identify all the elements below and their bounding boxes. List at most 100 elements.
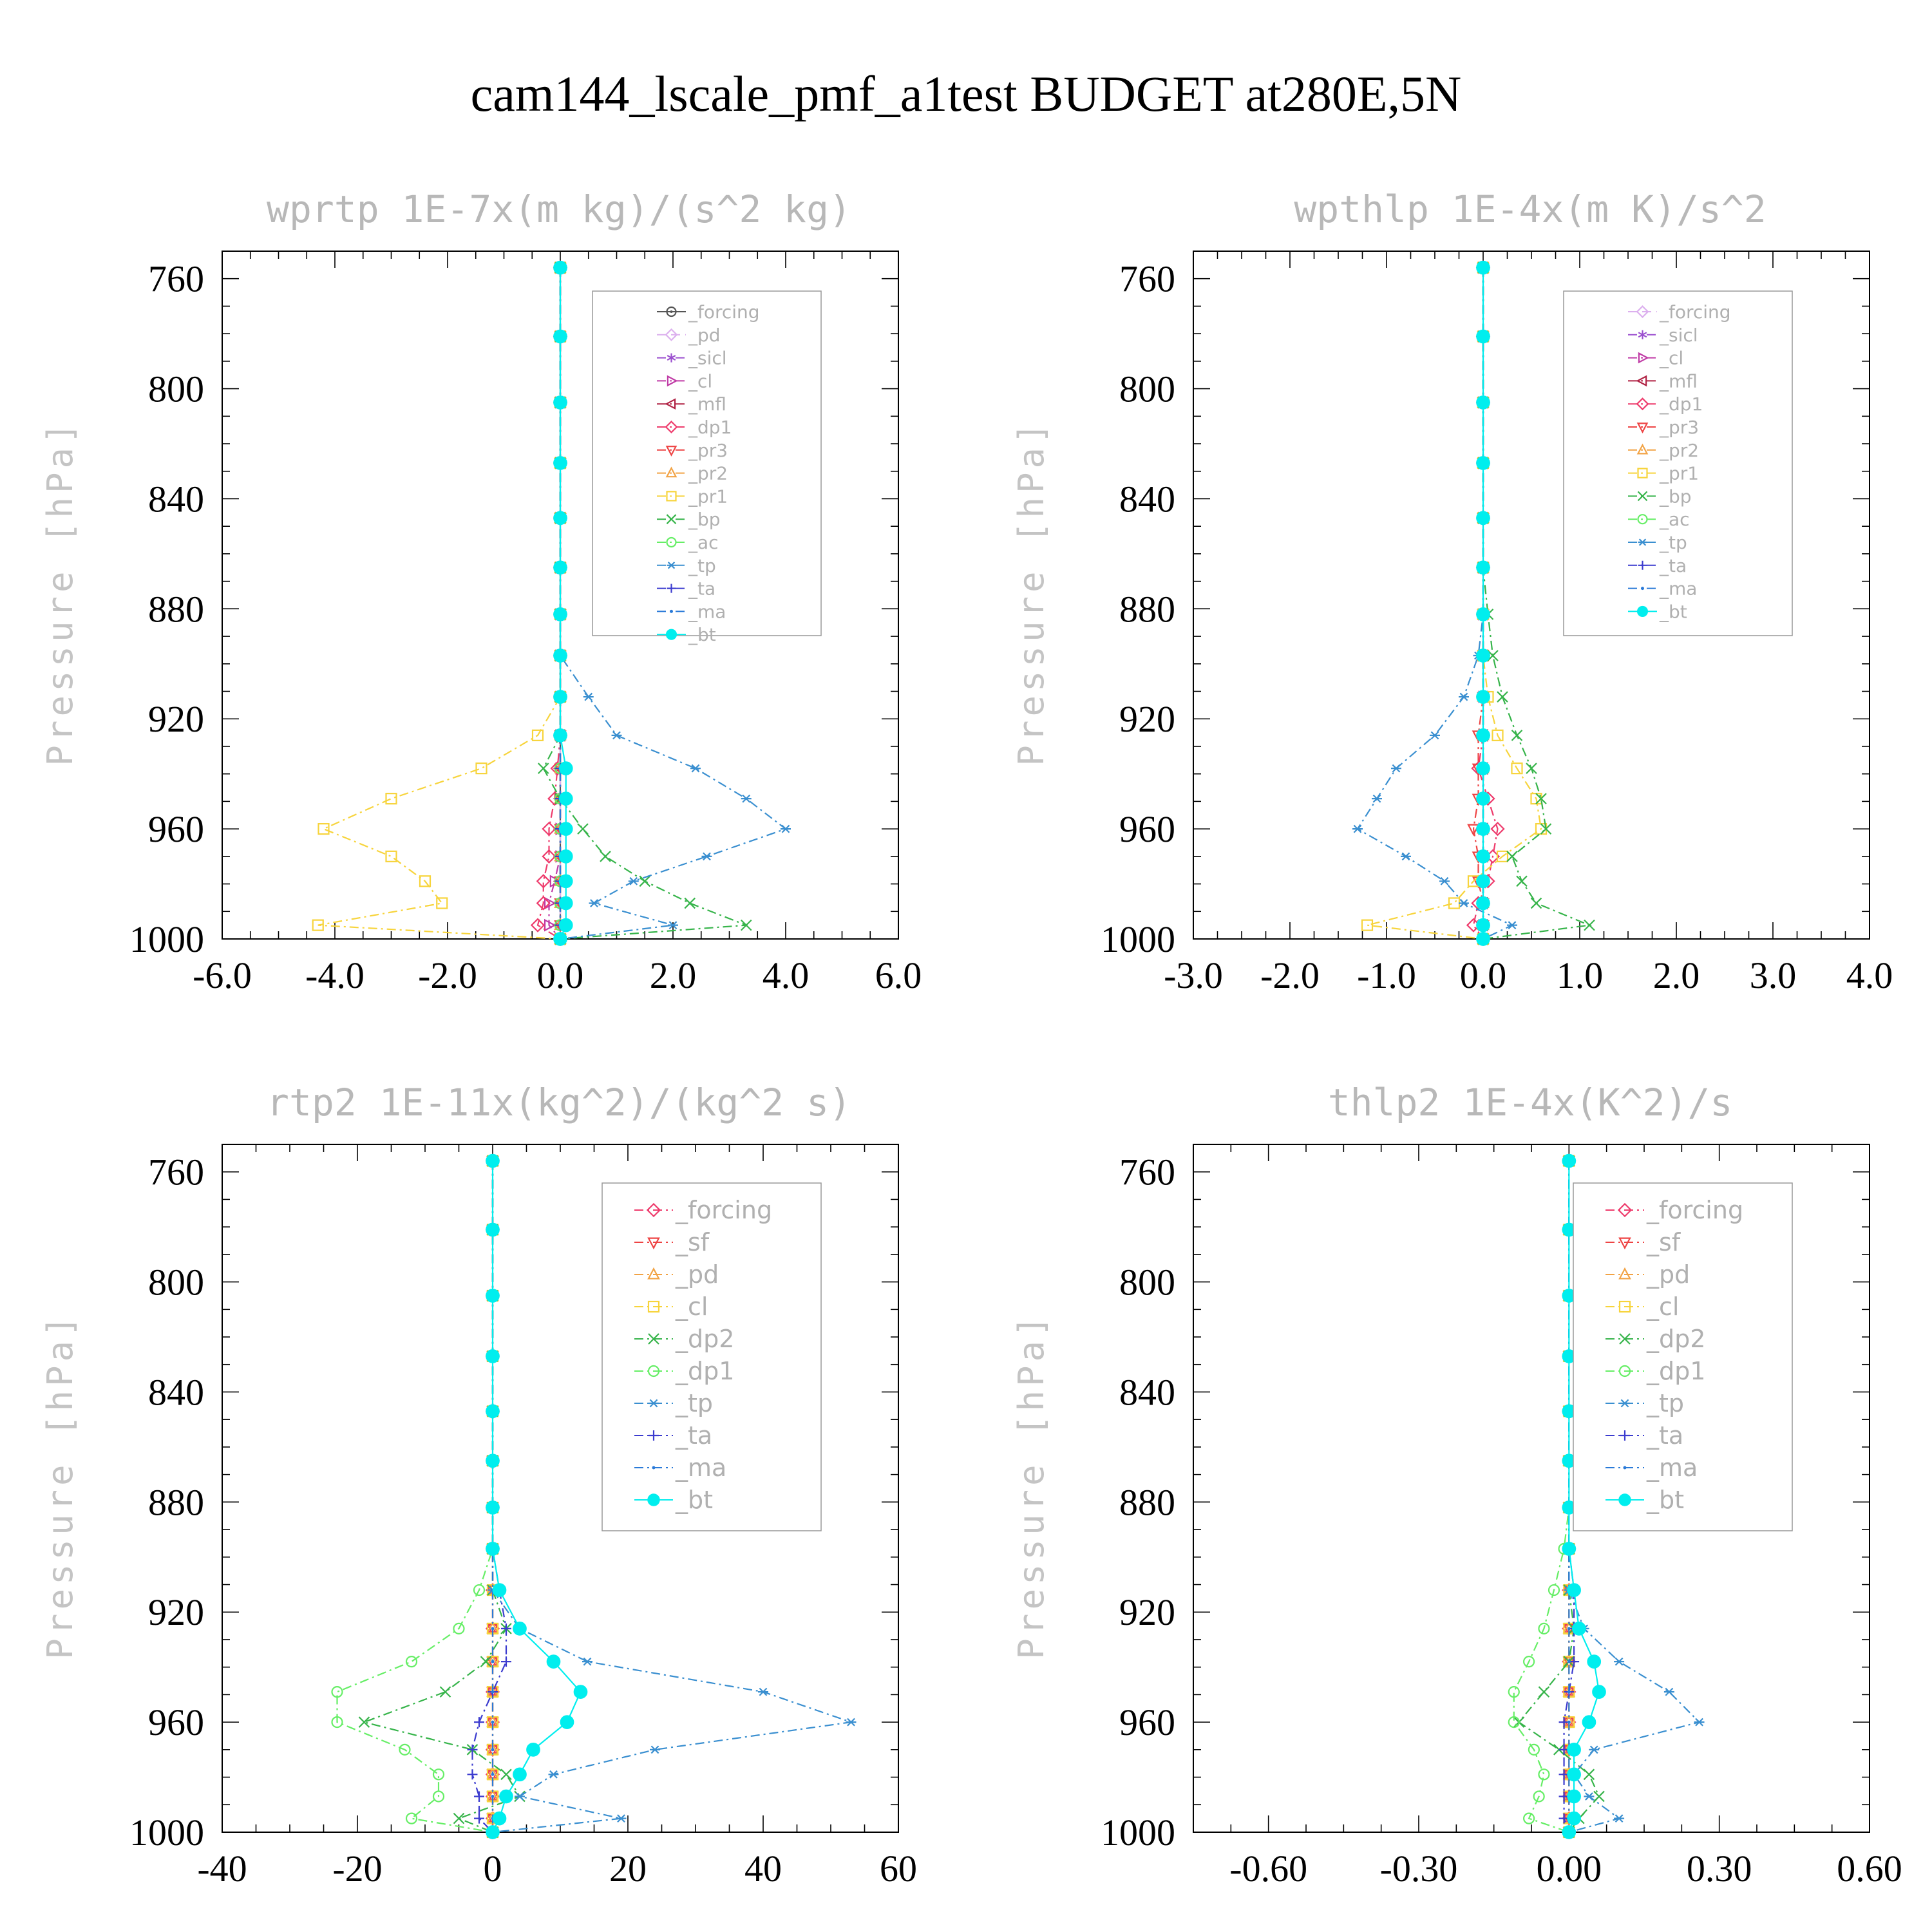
y-tick-label: 840	[148, 478, 204, 520]
series-line	[317, 267, 562, 940]
legend-marker	[652, 1466, 656, 1470]
data-point	[542, 821, 556, 837]
data-point	[491, 1772, 495, 1776]
data-point	[1476, 607, 1490, 621]
data-point	[486, 1717, 499, 1730]
data-point	[1476, 822, 1490, 836]
legend-label: _ta	[1659, 555, 1687, 576]
data-point	[600, 851, 611, 862]
legend-entry: _ta	[657, 578, 715, 600]
data-point	[553, 560, 567, 575]
data-point	[467, 1744, 478, 1755]
legend-marker	[1619, 1333, 1631, 1345]
panel-title: thlp2 1E-4x(K^2)/s	[1328, 1081, 1733, 1124]
legend-entry: _bt	[634, 1486, 713, 1514]
data-point	[1476, 791, 1490, 806]
panel-title: wpthlp 1E-4x(m K)/s^2	[1294, 187, 1766, 231]
legend-marker	[1617, 1202, 1633, 1218]
legend-entry: _ta	[1628, 555, 1687, 576]
data-point	[544, 896, 556, 910]
data-point	[1526, 762, 1537, 774]
data-point	[684, 897, 696, 909]
x-tick-label: 0	[484, 1848, 502, 1889]
data-point	[1476, 560, 1490, 575]
legend-marker	[667, 375, 678, 387]
legend-marker	[647, 1267, 660, 1280]
panel-title: wprtp 1E-7x(m kg)/(s^2 kg)	[267, 187, 851, 231]
data-point	[1492, 729, 1504, 741]
y-tick-label: 920	[1119, 1591, 1175, 1633]
legend-label: _pd	[1646, 1260, 1690, 1289]
data-point	[501, 1623, 511, 1634]
data-point	[491, 1660, 495, 1663]
data-point	[1476, 728, 1490, 743]
data-point	[526, 1742, 540, 1757]
data-point	[1476, 456, 1490, 470]
data-point	[548, 1770, 559, 1779]
y-tick-label: 800	[148, 1262, 204, 1303]
y-axis-label: Pressure [hPa]	[40, 419, 80, 766]
legend-marker	[665, 446, 677, 457]
legend-entry: _pd	[657, 325, 721, 346]
x-tick-label: 0.60	[1837, 1848, 1902, 1889]
data-point	[1582, 1715, 1596, 1729]
legend-marker	[647, 1493, 660, 1506]
legend-entry: _bt	[1605, 1486, 1684, 1514]
data-point	[1572, 1622, 1586, 1636]
legend-marker	[1641, 587, 1644, 591]
legend-box	[592, 290, 822, 636]
y-tick-label: 960	[148, 1701, 204, 1743]
data-point	[690, 764, 701, 773]
legend-entry: _ma	[634, 1454, 726, 1482]
data-point	[486, 1542, 500, 1556]
y-tick-label: 880	[148, 588, 204, 630]
data-point	[701, 852, 712, 861]
data-point	[1663, 1687, 1674, 1696]
data-point	[1567, 1789, 1581, 1804]
legend-label: _cl	[675, 1293, 708, 1321]
legend: _forcing _sf _pd _cl _dp2 _dp1 _tp _ta _ma _bt	[601, 1182, 822, 1531]
x-tick-label: 0.00	[1537, 1848, 1602, 1889]
data-point	[1476, 932, 1490, 946]
data-point	[1439, 876, 1450, 886]
data-point	[515, 1792, 525, 1801]
data-point	[1593, 1790, 1605, 1803]
data-point	[560, 1715, 574, 1729]
data-point	[553, 395, 567, 410]
data-point	[1530, 897, 1542, 909]
data-point	[1352, 824, 1363, 833]
legend-label: _pr3	[688, 440, 728, 461]
y-tick-label: 760	[148, 1151, 204, 1193]
data-point	[1476, 874, 1490, 889]
data-point	[639, 875, 651, 887]
data-point	[553, 690, 567, 704]
legend-label: _bt	[1659, 601, 1687, 622]
data-point	[1476, 896, 1490, 911]
data-point	[486, 1349, 500, 1363]
data-point	[1523, 1812, 1535, 1824]
series-line	[1367, 267, 1542, 940]
legend-marker	[1638, 352, 1649, 364]
data-point	[616, 1814, 627, 1823]
data-point	[491, 1794, 495, 1798]
data-point	[1476, 260, 1490, 275]
legend-entry: _cl	[634, 1293, 708, 1321]
legend-label: _forcing	[688, 301, 760, 323]
data-point	[1614, 1657, 1625, 1666]
x-tick-label: 60	[880, 1848, 917, 1889]
data-point	[475, 762, 488, 775]
data-point	[1587, 1654, 1602, 1669]
series-cl	[544, 261, 568, 945]
data-point	[577, 823, 589, 835]
legend-entry: _tp	[634, 1389, 713, 1417]
y-tick-label: 760	[148, 258, 204, 300]
x-tick-label: 20	[609, 1848, 647, 1889]
data-point	[1459, 692, 1469, 701]
data-point	[553, 607, 567, 621]
legend-label: _dp2	[675, 1325, 734, 1353]
y-tick-label: 800	[1119, 368, 1175, 410]
legend-marker	[646, 1202, 661, 1218]
data-point	[530, 918, 545, 933]
legend-entry: _ma	[1628, 578, 1697, 600]
legend-marker	[1636, 397, 1649, 411]
